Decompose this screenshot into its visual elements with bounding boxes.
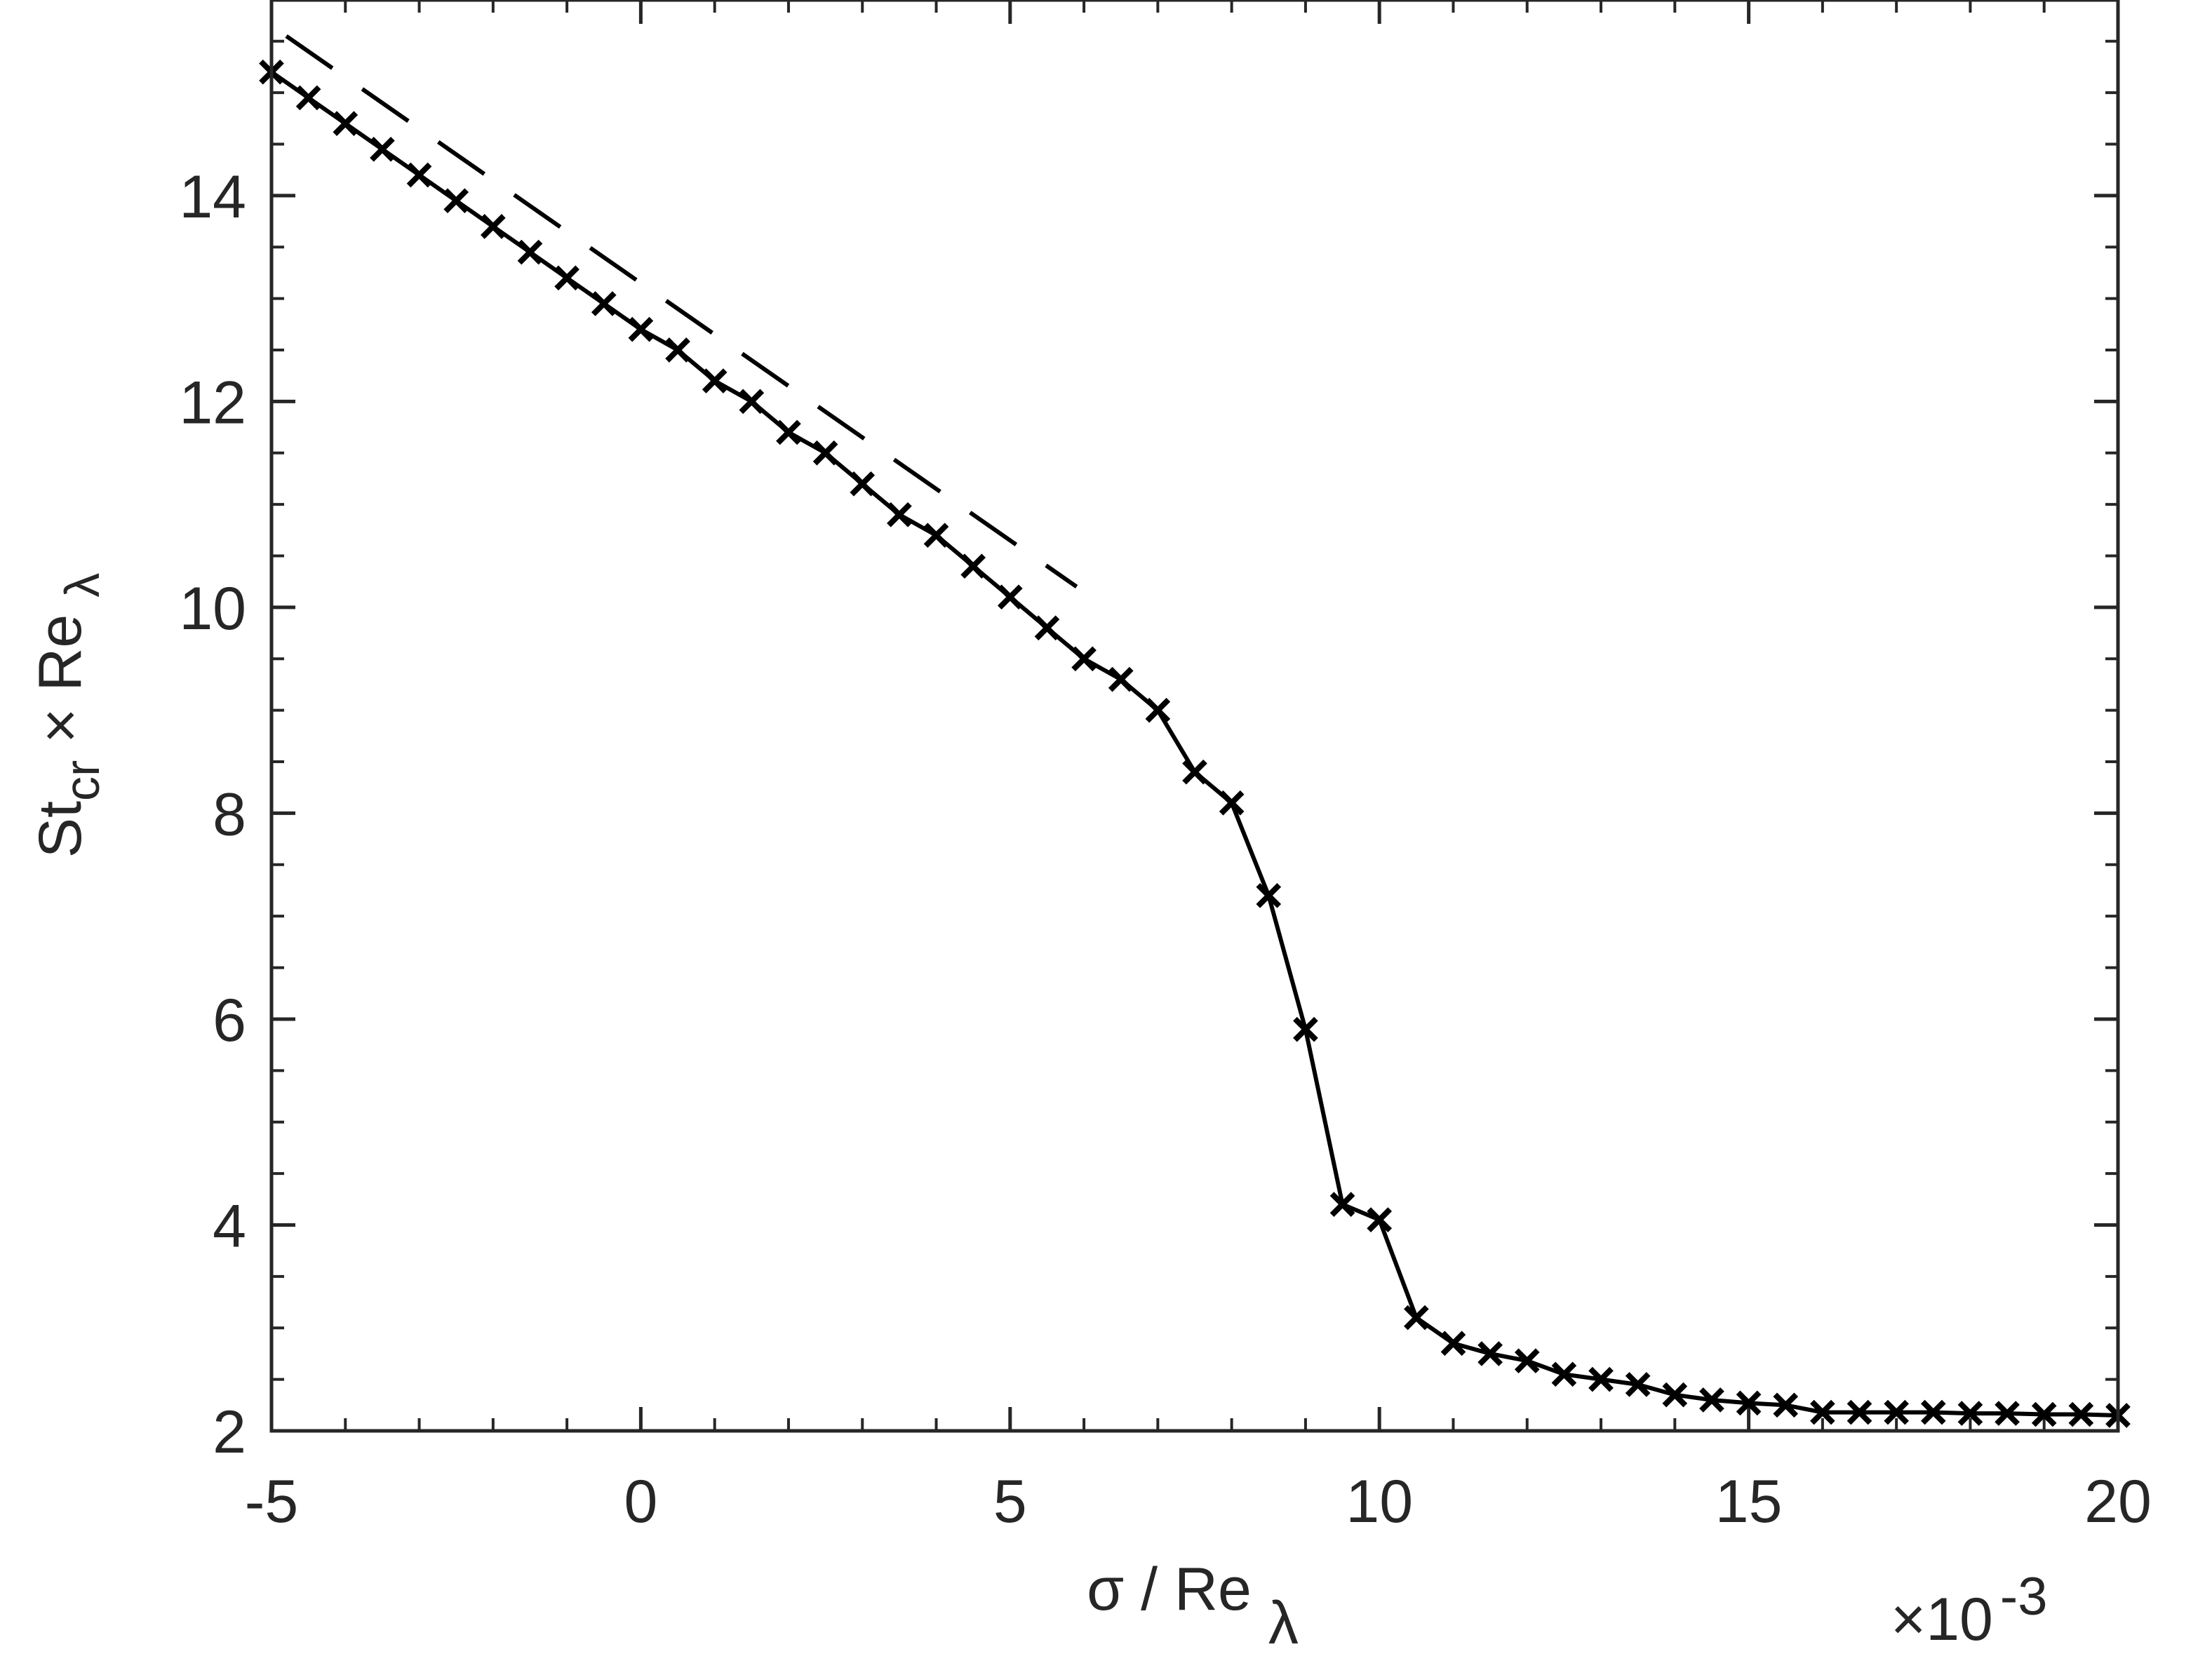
y-tick-label: 4 (213, 1192, 246, 1260)
data-point-marker (1108, 666, 1134, 692)
data-point-marker (1071, 646, 1097, 672)
x-tick-label: 10 (1346, 1468, 1413, 1535)
y-tick-label: 6 (213, 987, 246, 1054)
data-point-marker (1846, 1399, 1872, 1425)
data-point-marker (406, 162, 432, 188)
data-point-marker (812, 440, 838, 466)
data-point-marker (1477, 1341, 1503, 1366)
data-point-marker (1957, 1401, 1983, 1426)
data-point-marker (887, 501, 912, 527)
y-tick-label: 2 (213, 1399, 246, 1466)
y-tick-label: 8 (213, 781, 246, 848)
x-tick-label: 15 (1715, 1468, 1783, 1535)
data-point-marker (1219, 790, 1245, 816)
data-point-marker (1736, 1390, 1762, 1416)
data-point-marker (960, 553, 986, 579)
series-layer (259, 34, 2131, 1428)
data-point-marker (1662, 1382, 1688, 1408)
data-point-marker (1034, 615, 1060, 641)
dashed-fit-line (285, 34, 1078, 588)
data-point-marker (1773, 1392, 1799, 1418)
data-point-marker (1329, 1192, 1355, 1217)
data-point-marker (1256, 883, 1282, 908)
data-point-marker (295, 85, 321, 111)
data-point-marker (1884, 1399, 1909, 1425)
data-point-marker (1995, 1401, 2020, 1426)
plot-frame (269, 0, 2120, 1433)
data-point-marker (1699, 1387, 1724, 1413)
data-point-marker (997, 584, 1023, 610)
data-point-marker (554, 265, 579, 291)
data-point-marker (1920, 1399, 1946, 1425)
data-point-marker (370, 136, 395, 162)
data-point-marker (1588, 1366, 1614, 1392)
data-point-marker (1440, 1331, 1466, 1357)
x-tick-label: 5 (993, 1468, 1027, 1535)
data-point-marker (665, 337, 690, 363)
data-point-marker (628, 316, 654, 342)
data-point-marker (1404, 1305, 1429, 1331)
x-tick-label: 0 (624, 1468, 657, 1535)
data-point-marker (1625, 1372, 1651, 1397)
data-point-marker (1145, 697, 1171, 723)
x-tick-label: 20 (2084, 1468, 2152, 1535)
data-point-marker (1810, 1399, 1835, 1425)
data-point-marker (776, 419, 801, 445)
data-point-marker (923, 523, 949, 548)
data-point-marker (2068, 1401, 2094, 1427)
data-point-marker (333, 111, 358, 136)
data-point-marker (1551, 1361, 1577, 1387)
data-point-marker (1514, 1348, 1540, 1374)
x-axis-label: σ / Re λ (1087, 1556, 1299, 1656)
y-tick-label: 12 (179, 369, 246, 436)
y-axis-label: Stcr × Reλ (27, 573, 109, 859)
data-point-marker (739, 389, 765, 415)
data-point-marker (1293, 1016, 1318, 1042)
data-point-marker (1367, 1207, 1393, 1232)
data-point-marker (443, 188, 469, 214)
data-point-marker (481, 214, 506, 239)
data-point-marker (1182, 759, 1207, 785)
data-point-marker (591, 291, 617, 316)
x-axis-multiplier: ×10 -3 (1891, 1567, 2047, 1653)
y-tick-label: 14 (179, 163, 246, 231)
x-tick-label: -5 (245, 1468, 298, 1535)
data-point-marker (702, 368, 728, 393)
data-point-marker (517, 239, 543, 265)
tick-labels: -5 0 5 10 15 20 2 4 6 8 10 12 14 (179, 163, 2152, 1535)
data-point-marker (2031, 1401, 2057, 1427)
y-tick-label: 10 (179, 575, 246, 642)
data-point-marker (850, 471, 876, 497)
